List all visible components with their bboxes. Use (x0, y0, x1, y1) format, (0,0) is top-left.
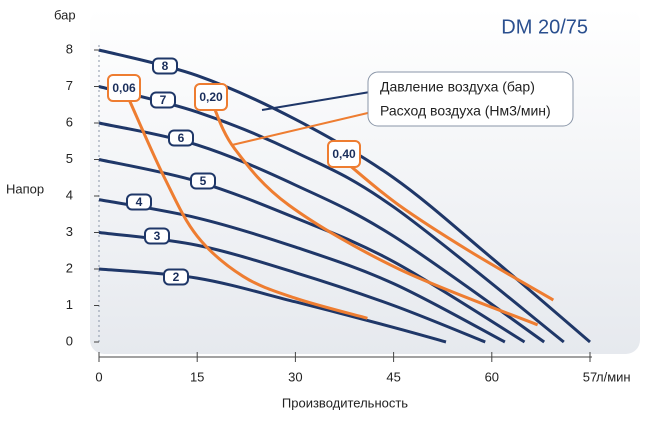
series-label: 5 (200, 174, 207, 188)
series-label: 4 (136, 195, 143, 209)
series-line (128, 100, 368, 320)
y-tick-label: 7 (66, 78, 73, 93)
y-unit: бар (54, 7, 76, 22)
series-label-box (152, 57, 178, 75)
y-tick-label: 1 (66, 297, 73, 312)
legend-label: Расход воздуха (Нм3/мин) (380, 103, 551, 119)
legend-box (367, 71, 574, 127)
series-label: 0,40 (332, 147, 356, 161)
x-tick-label: 60 (485, 369, 499, 384)
y-tick-label: 3 (66, 224, 73, 239)
series-label: 3 (154, 229, 161, 243)
series-line (98, 158, 526, 344)
series-label-box (168, 129, 194, 147)
legend-connector (231, 111, 373, 146)
x-tick-label: 30 (288, 369, 302, 384)
series-label: 2 (173, 270, 180, 284)
series-label-box (327, 140, 361, 168)
series-label-box (194, 83, 228, 111)
chart-title: DM 20/75 (501, 16, 588, 38)
legend-connector (261, 91, 371, 111)
series-label-box (190, 172, 216, 190)
legend-label: Давление воздуха (бар) (380, 79, 535, 95)
y-label: Напор (6, 181, 44, 196)
series-label-box (126, 193, 152, 211)
series-label-box (163, 268, 189, 286)
series-label-box (144, 227, 170, 245)
series-label: 6 (178, 131, 185, 145)
y-tick-label: 8 (66, 41, 73, 56)
series-line (348, 163, 555, 302)
series-label: 8 (162, 59, 169, 73)
y-tick-label: 5 (66, 151, 73, 166)
series-label: 7 (160, 93, 167, 107)
x-tick-label: 57 (583, 369, 597, 384)
x-unit: л/мин (596, 369, 631, 384)
x-label: Производительность (282, 395, 408, 410)
series-line (211, 104, 539, 327)
y-tick-label: 4 (66, 187, 73, 202)
y-tick-label: 2 (66, 260, 73, 275)
y-tick-label: 0 (66, 333, 73, 348)
x-tick-label: 0 (95, 369, 102, 384)
series-label: 0,06 (112, 81, 136, 95)
x-tick-label: 45 (386, 369, 400, 384)
x-tick-label: 15 (190, 369, 204, 384)
series-label: 0,20 (199, 90, 223, 104)
series-line (98, 198, 506, 344)
y-tick-label: 6 (66, 114, 73, 129)
series-label-box (107, 74, 141, 102)
series-label-box (150, 91, 176, 109)
